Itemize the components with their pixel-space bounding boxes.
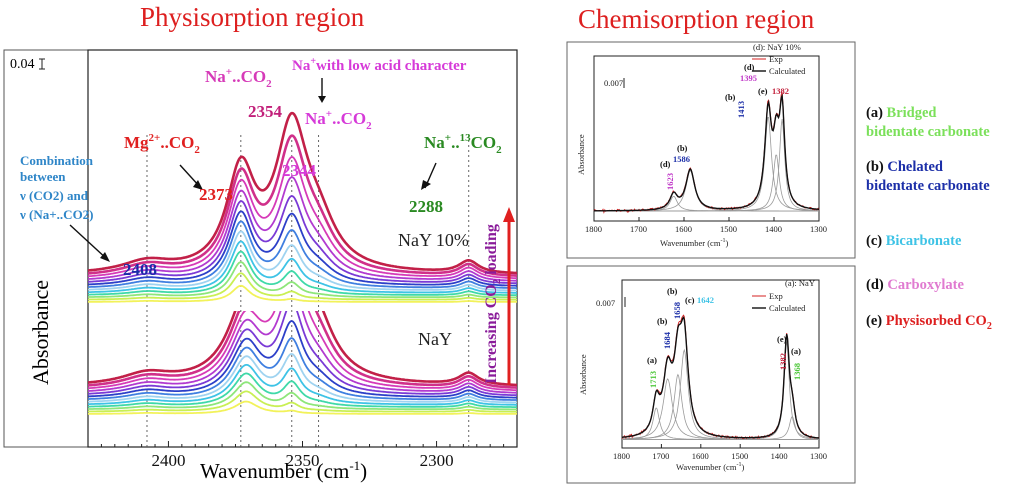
phys-panel-1-curves [88, 311, 517, 415]
exp-spectrum [593, 91, 820, 214]
phys-nay-curve-2 [88, 381, 517, 411]
legend-a-line1: Bridged [886, 105, 937, 121]
phys-nay10-curve-11 [88, 134, 517, 277]
phys-xlabel: Wavenumber (cm-1) [200, 458, 367, 483]
chem-xtick-label-1400: 1400 [765, 224, 782, 234]
phys-scale-label: 0.04 [10, 57, 35, 72]
phys-nay10-curve-0 [88, 284, 517, 303]
combo-line-2: between [20, 169, 66, 184]
legend-d-label: Carboxylate [887, 277, 964, 293]
legend-item-d: (d) Carboxylate [866, 277, 964, 293]
chem-xtick-label-1600: 1600 [692, 451, 709, 461]
phys-nay10-curve-8 [88, 195, 517, 285]
component-1368 [622, 415, 819, 440]
phys-ylabel-visible: Absorbance [28, 280, 53, 385]
panel-label-nay10: NaY 10% [398, 230, 469, 250]
phys-xtick-label-2400: 2400 [151, 451, 185, 470]
peak-2373-label: 2373 [199, 185, 233, 204]
chem-xtick-label-1500: 1500 [720, 224, 737, 234]
legend-item-b: (b) Chelated bidentate carbonate [866, 159, 990, 194]
component-1382 [594, 119, 819, 212]
phys-xtick-label-2350: 2350 [286, 451, 320, 470]
phys-nay-curve-8 [88, 311, 517, 397]
legend-a-line2: bidentate carbonate [866, 124, 990, 140]
phys-nay-curve-3 [88, 372, 517, 408]
legend-item-e: (e) Physisorbed CO2 [866, 313, 992, 332]
phys-nay10-curve-2 [88, 261, 517, 299]
phys-nay10-curve-1 [88, 272, 517, 301]
chem-top-frame [566, 41, 856, 259]
chem-top-plot [593, 55, 820, 222]
mg-co2-label: Mg2+..CO2 [124, 132, 200, 156]
chem-bottom-chart: 1800 1700 1600 1500 1400 1300 [566, 265, 856, 484]
panel-label-nay: NaY [418, 329, 452, 349]
component-1586 [594, 169, 819, 212]
legend-b-line1: Chelated [887, 159, 943, 175]
legend-e-label: Physisorbed CO2 [885, 313, 992, 332]
chem-xtick-label-1300: 1300 [810, 224, 827, 234]
chem-xtick-label-1600: 1600 [675, 224, 692, 234]
phys-xtick-label-2300: 2300 [420, 451, 454, 470]
chem-bottom-plot [621, 279, 820, 449]
phys-nay10-curve-4 [88, 240, 517, 294]
chem-xtick-label-1500: 1500 [731, 451, 748, 461]
phys-nay10-curve-12 [88, 111, 517, 275]
combination-annotation: Combination between ν (CO2) and ν (Na+..… [19, 153, 94, 222]
chem-xtick-label-1700: 1700 [652, 451, 669, 461]
peak-2354-label: 2354 [248, 102, 283, 121]
chem-xtick-label-1300: 1300 [810, 451, 827, 461]
legend-b-line2: bidentate carbonate [866, 178, 990, 194]
phys-nay10-curve-6 [88, 220, 517, 289]
combo-line-1: Combination [20, 153, 94, 168]
na-13co2-label: Na+..13CO2 [424, 132, 502, 156]
legend-item-a: (a) Bridged bidentate carbonate [866, 105, 990, 140]
combo-arrow [69, 224, 109, 261]
phys-nay-curve-1 [88, 390, 517, 413]
chem-top-chart: 1800 1700 1600 1500 1400 1300 [566, 41, 856, 259]
phys-nay10-curve-5 [88, 230, 517, 292]
phys-nay-curve-5 [88, 353, 517, 404]
legend-c-label: Bicarbonate [885, 233, 962, 249]
component-1642 [622, 348, 819, 440]
peak-2288-label: 2288 [409, 197, 443, 216]
loading-arrow-head [503, 207, 515, 222]
na13-arrow-head [421, 180, 431, 190]
phys-nay10-curve-9 [88, 176, 517, 282]
phys-nay-curve-9 [88, 311, 517, 394]
phys-nay10-curve-7 [88, 210, 517, 287]
chem-xtick-label-1400: 1400 [771, 451, 788, 461]
phys-nay-curve-7 [88, 320, 517, 399]
na-co2-mid-label: Na+..CO2 [305, 108, 372, 132]
phys-nay-curve-10 [88, 311, 517, 392]
peak-2408-label: 2408 [123, 260, 157, 279]
legend-item-c: (c) Bicarbonate [866, 233, 962, 249]
low-acid-arrow-head [318, 96, 326, 103]
phys-nay-curve-11 [88, 311, 517, 389]
arrow-label: Increasing CO2 loading [483, 224, 503, 384]
phys-panel-0-curves [88, 111, 517, 303]
phys-nay-curve-0 [88, 400, 517, 415]
mg-arrow-head [193, 180, 203, 190]
combo-line-3: ν (CO2) and [19, 188, 89, 203]
chemisorption-title: Chemisorption region [578, 4, 815, 34]
chem-xtick-label-1800: 1800 [585, 224, 602, 234]
combo-line-4: ν (Na+..CO2) [19, 207, 94, 222]
chem-xtick-label-1800: 1800 [613, 451, 630, 461]
na-co2-top-label: Na+..CO2 [205, 66, 272, 90]
combo-arrow-head [100, 252, 110, 262]
phys-nay-curve-4 [88, 364, 517, 406]
phys-nay-curve-12 [88, 311, 517, 387]
physisorption-title: Physisorption region [140, 2, 365, 32]
calculated-spectrum [621, 316, 820, 439]
phys-nay-curve-6 [88, 337, 517, 401]
phys-nay10-curve-3 [88, 250, 517, 296]
peak-2344-label: 2344 [282, 161, 317, 180]
chem-xtick-label-1700: 1700 [630, 224, 647, 234]
chem-bottom-frame [566, 265, 856, 484]
phys-nay10-curve-10 [88, 156, 517, 280]
na-low-acid-label: Na+with low acid character [292, 56, 467, 74]
calculated-spectrum [594, 93, 820, 212]
